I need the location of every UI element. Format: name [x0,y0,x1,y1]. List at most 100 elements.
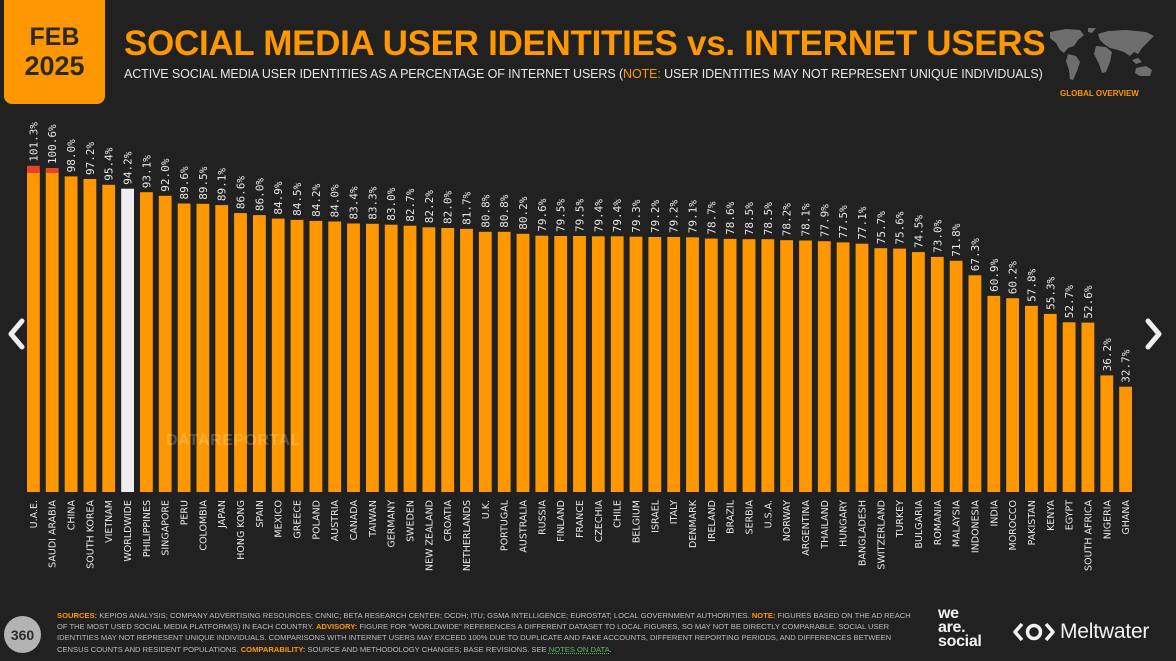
value-label: 100.6% [46,124,59,164]
value-label: 71.8% [950,223,963,256]
bar-denmark [686,237,699,492]
comparability-text: SOURCE AND METHODOLOGY CHANGES; BASE REV… [305,644,549,654]
category-label: DENMARK [688,499,699,548]
value-label: 78.1% [800,203,813,236]
category-label: PHILIPPINES [142,500,153,557]
value-label: 89.6% [178,166,191,199]
category-label: ARGENTINA [801,500,812,556]
value-label: 60.9% [988,258,1001,291]
category-label: CHINA [67,500,78,531]
datareportal-watermark: DATAREPORTAL [166,432,301,449]
value-label: 89.5% [197,166,210,199]
value-label: 79.4% [611,199,624,232]
category-label: GERMANY [387,500,398,548]
value-label: 83.0% [385,187,398,220]
category-label: HONG KONG [236,500,247,560]
value-label: 73.0% [931,219,944,252]
bar-new-zealand [422,227,436,493]
bar-romania [930,256,944,492]
bar-portugal [497,231,511,493]
category-label: COLOMBIA [198,500,209,551]
bar-brazil [723,238,737,492]
logo-we: we [938,605,959,622]
value-label: 79.1% [687,200,700,233]
category-label: CHILE [613,500,624,528]
bar-singapore [158,195,172,493]
bar-japan [215,205,229,492]
bar-canada [347,223,360,492]
bar-thailand [817,241,831,492]
footnote: SOURCES: KEPIOS ANALYSIS; COMPANY ADVERT… [57,610,917,655]
advisory-text: FIGURE FOR "WORLDWIDE" REFERENCES A DIFF… [57,622,892,654]
value-label: 55.3% [1044,276,1057,309]
note-text: FIGURES BASED ON THE AD REACH OF THE MOS… [57,611,911,632]
subtitle-note-key: NOTE: [623,67,661,81]
category-label: SAUDI ARABIA [48,500,59,568]
bar-pakistan [1025,305,1038,492]
bar-bangladesh [855,243,869,492]
value-label: 78.2% [781,203,794,236]
bar-u-k [478,231,492,493]
chevron-right-icon[interactable] [1144,317,1164,351]
value-label: 84.2% [310,183,323,216]
we-are-social-logo: we are. social [938,605,982,650]
category-label: U.S.A. [763,500,774,528]
category-label: BULGARIA [914,500,925,549]
category-label: KENYA [1046,500,1057,531]
bar-bulgaria [912,252,925,492]
category-label: RUSSIA [537,500,548,535]
category-label: ISRAEL [650,499,661,533]
logo-social: social [938,633,982,650]
notes-on-data-link[interactable]: NOTES ON DATA [548,644,610,654]
value-label: 75.7% [875,211,888,244]
value-label: 79.2% [668,200,681,233]
bar-israel [648,237,662,492]
value-label: 84.5% [291,182,304,215]
date-badge: FEB 2025 [4,0,105,104]
value-label: 77.1% [856,206,869,239]
category-label: U.K. [481,500,492,519]
value-label: 52.6% [1082,285,1095,318]
value-label: 79.5% [574,199,587,232]
value-label: 60.2% [1007,261,1020,294]
category-label: AUSTRALIA [519,499,530,552]
category-label: EGYPT [1065,500,1076,530]
value-label: 79.4% [592,199,605,232]
value-label: 81.7% [461,191,474,224]
bar-norway [780,240,793,492]
bar-saudi-arabia [45,170,59,492]
bar-egypt [1062,322,1076,492]
bar-south-africa [1081,322,1095,492]
bar-finland [554,236,568,492]
date-month: FEB [29,22,80,51]
category-label: SOUTH AFRICA [1083,500,1094,571]
category-label: GHANA [1121,499,1132,534]
category-label: INDONESIA [970,499,981,553]
bar-greece [290,219,304,492]
category-label: VIETNAM [104,500,115,543]
category-label: FINLAND [556,500,567,542]
meltwater-mark-icon [1013,622,1055,642]
value-label: 52.7% [1063,285,1076,318]
value-label: 93.1% [140,155,153,188]
category-label: SPAIN [255,500,266,528]
value-label: 57.8% [1025,268,1038,301]
bar-sweden [403,225,417,492]
bar-australia [516,233,530,493]
value-label: 78.7% [705,201,718,234]
value-label: 83.3% [366,186,379,219]
category-label: CANADA [349,500,360,541]
bar-austria [328,221,342,492]
value-label: 86.0% [253,178,266,211]
category-label: U.A.E. [29,500,40,528]
bar-peru [177,203,191,492]
value-label: 86.6% [235,176,248,209]
subtitle-main: ACTIVE SOCIAL MEDIA USER IDENTITIES AS A… [124,67,624,81]
value-label: 95.4% [103,147,116,180]
chevron-left-icon[interactable] [6,317,26,351]
bar-china [64,176,78,492]
advisory-key: ADVISORY: [315,622,358,632]
category-label: MEXICO [274,500,285,538]
world-map-icon [1050,28,1154,80]
category-label: PAKISTAN [1027,500,1038,545]
